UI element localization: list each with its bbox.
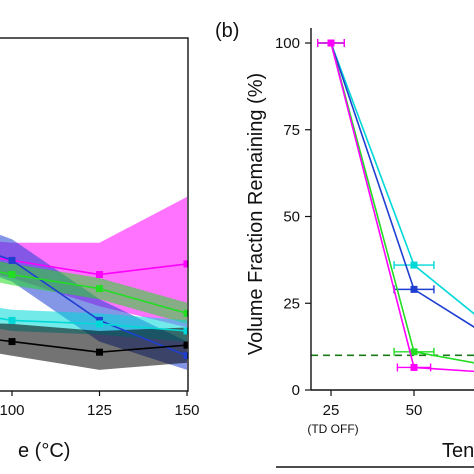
panel-a-point-0-3	[183, 260, 188, 268]
panel-b-point-1-1	[410, 285, 418, 293]
panel-a-band-2	[0, 261, 187, 324]
panel-a-point-3-1	[8, 316, 16, 324]
panel-a-series-lines	[0, 255, 188, 360]
panel-a-band-4	[0, 323, 187, 370]
panel-a-line-2	[0, 271, 188, 315]
panel-b-y-tick-label-2: 50	[283, 209, 300, 226]
panel-a-point-1-1	[8, 256, 16, 264]
panel-a-line-4	[0, 339, 188, 353]
panel-a-point-1-2	[96, 316, 103, 324]
panel-a-point-2-3	[183, 309, 188, 317]
panel-a-line-1	[0, 255, 188, 357]
panel-b-point-2-1	[410, 348, 418, 356]
panel-b-x-ticks: 25 50	[323, 390, 423, 419]
panel-a-point-4-1	[8, 338, 16, 346]
panel-b-x-tick-label-0: 25	[323, 402, 340, 419]
panel-b-line-3	[330, 42, 474, 373]
panel-a-line-3	[0, 317, 188, 332]
panel-a-line-0	[0, 257, 188, 276]
panel-b-y-tick-label-3: 75	[283, 122, 300, 139]
panel-b-y-axis-title: Volume Fraction Remaining (%)	[245, 73, 267, 355]
panel-a-x-tick-label-0: 100	[0, 402, 25, 419]
panel-b-point-3-1	[410, 363, 418, 371]
chart-panel-b: (b) Volume Fraction Remaining (%) 0 25 50 7…	[215, 20, 474, 462]
panel-a-point-1-3	[183, 352, 188, 360]
panel-a-point-4-2	[96, 348, 103, 356]
panel-b-y-tick-label-0: 0	[292, 382, 300, 399]
chart-panel-a: 100 125 150 e (°C)	[0, 37, 200, 462]
panel-a-point-0-2	[96, 271, 103, 279]
panel-a-x-tick-label-2: 150	[174, 402, 199, 419]
panel-a-point-3-2	[96, 320, 103, 328]
panel-b-y-tick-label-1: 25	[283, 295, 300, 312]
panel-b-series-lines	[317, 39, 474, 373]
panel-b-x-tick-note: (TD OFF)	[307, 422, 358, 436]
panel-b-label: (b)	[215, 20, 239, 42]
panel-b-point-3-0	[327, 39, 335, 47]
panel-a-x-tick-label-1: 125	[87, 402, 112, 419]
panel-a-x-ticks: 100 125 150	[0, 391, 200, 419]
panel-a-point-2-2	[96, 285, 103, 293]
panel-b-point-0-1	[410, 261, 418, 269]
panel-a-point-4-3	[183, 341, 188, 349]
panel-a-point-2-1	[8, 271, 16, 279]
panel-b-x-tick-label-1: 50	[406, 402, 423, 419]
panel-b-x-axis-title: Ten	[442, 440, 474, 462]
panel-b-y-tick-label-4: 100	[275, 35, 300, 52]
panel-a-x-axis-title: e (°C)	[18, 440, 70, 462]
panel-b-y-ticks: 0 25 50 75 100	[275, 35, 311, 399]
panel-a-plot-frame	[0, 37, 189, 392]
panel-a-point-3-3	[183, 327, 188, 335]
panel-b-line-2	[330, 42, 474, 364]
